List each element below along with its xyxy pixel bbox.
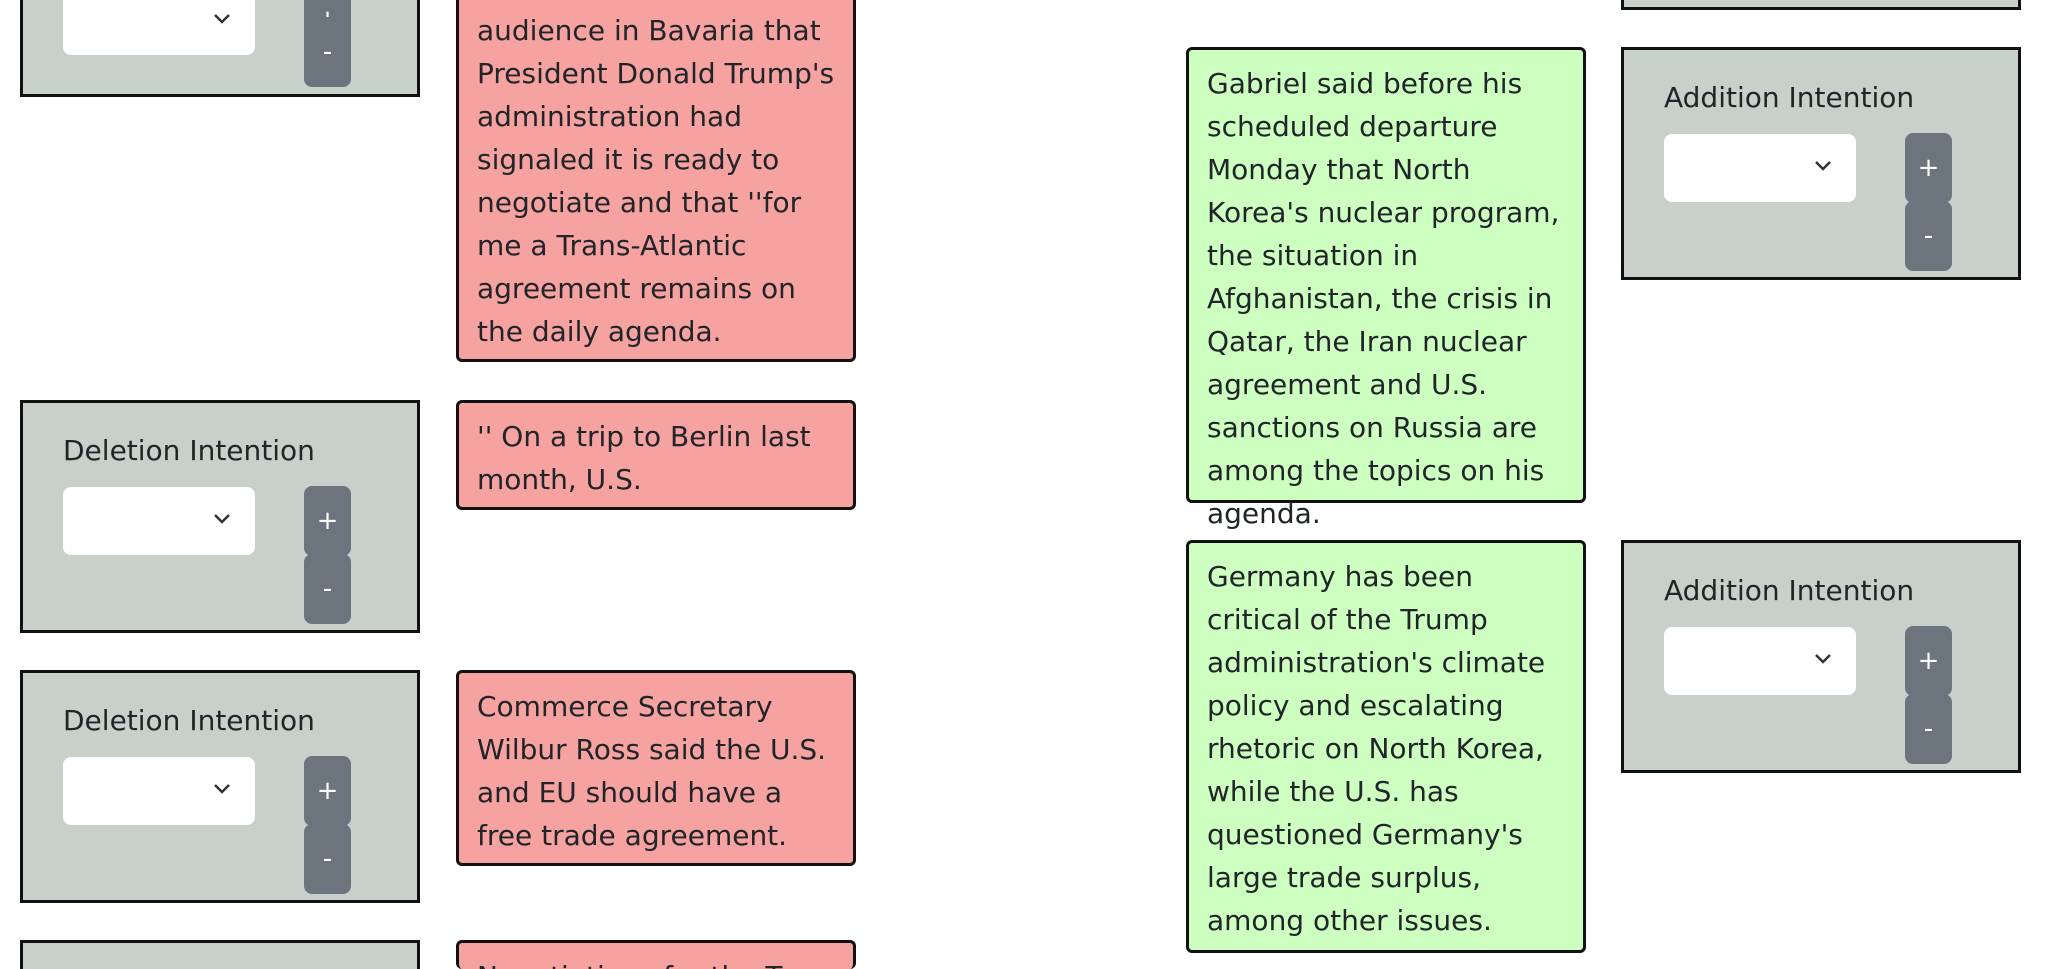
deletion-intention-select[interactable]	[63, 487, 255, 555]
deletion-intention-panel: + -	[20, 0, 420, 97]
chevron-down-icon	[214, 784, 230, 794]
remove-intention-button[interactable]: -	[304, 554, 351, 624]
remove-intention-button[interactable]: -	[1905, 694, 1952, 764]
remove-intention-button[interactable]: -	[1905, 201, 1952, 271]
panel-title: Addition Intention	[1664, 81, 1915, 114]
deleted-sentence-card: Negotiations for the Tr	[456, 940, 856, 969]
deletion-intention-panel: Deletion Intention + -	[20, 400, 420, 633]
panel-title: Addition Intention	[1664, 574, 1915, 607]
add-intention-button[interactable]: +	[304, 756, 351, 826]
deletion-intention-panel: Deletion Intention	[20, 940, 420, 969]
add-intention-button[interactable]: +	[1905, 626, 1952, 696]
addition-intention-panel: Addition Intention + -	[1621, 540, 2021, 773]
added-sentence-card: Gabriel said before his scheduled depart…	[1186, 47, 1586, 530]
added-sentence-card: Germany has been critical of the Trump a…	[1186, 540, 1586, 953]
remove-intention-button[interactable]: -	[304, 17, 351, 87]
add-intention-button[interactable]: +	[304, 486, 351, 556]
deleted-sentence-card: Commerce Secretary Wilbur Ross said the …	[456, 670, 856, 866]
addition-intention-panel: Addition Intention + -	[1621, 47, 2021, 280]
addition-intention-panel	[1621, 0, 2021, 10]
panel-title: Deletion Intention	[63, 434, 315, 467]
panel-title: Deletion Intention	[63, 704, 315, 737]
addition-intention-select[interactable]	[1664, 134, 1856, 202]
chevron-down-icon	[214, 514, 230, 524]
deletion-intention-select[interactable]	[63, 757, 255, 825]
remove-intention-button[interactable]: -	[304, 824, 351, 894]
deleted-sentence-card: '' On a trip to Berlin last month, U.S.	[456, 400, 856, 510]
chevron-down-icon	[1815, 654, 1831, 664]
deletion-intention-select[interactable]	[63, 0, 255, 55]
add-intention-button[interactable]: +	[1905, 133, 1952, 203]
chevron-down-icon	[1815, 161, 1831, 171]
chevron-down-icon	[214, 14, 230, 24]
addition-intention-select[interactable]	[1664, 627, 1856, 695]
deletion-intention-panel: Deletion Intention + -	[20, 670, 420, 903]
deleted-sentence-card: audience in Bavaria that President Donal…	[456, 0, 856, 362]
